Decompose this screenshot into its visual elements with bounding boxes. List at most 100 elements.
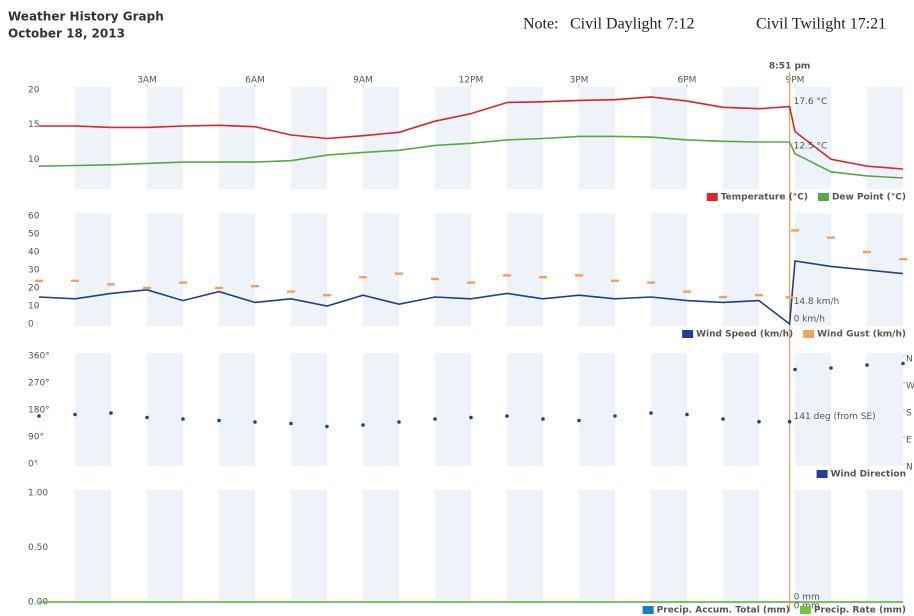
hour-band bbox=[219, 353, 255, 466]
legend-swatch bbox=[803, 330, 815, 338]
gust-dash bbox=[539, 276, 547, 279]
x-tick-label: 3AM bbox=[137, 76, 157, 86]
gust-dash bbox=[503, 274, 511, 277]
note-daylight: Civil Daylight 7:12 bbox=[570, 16, 694, 33]
hour-band bbox=[579, 213, 615, 326]
y2-tick-label: W bbox=[906, 382, 914, 392]
gust-dash bbox=[215, 286, 223, 290]
legend-label: Dew Point (°C) bbox=[832, 193, 906, 203]
point bbox=[787, 419, 792, 424]
value-label: 141 deg (from SE) bbox=[794, 412, 876, 422]
gust-dash bbox=[251, 285, 259, 288]
point bbox=[505, 414, 509, 418]
hour-band bbox=[867, 87, 903, 189]
hour-band bbox=[867, 213, 903, 326]
x-tick-label: 3PM bbox=[570, 76, 589, 86]
legend-label: Wind Gust (km/h) bbox=[817, 330, 906, 340]
legend-label: Wind Direction bbox=[831, 470, 906, 480]
hour-band bbox=[435, 353, 471, 466]
y-tick-label: 180° bbox=[28, 406, 50, 416]
hour-band bbox=[723, 353, 759, 466]
legend-label: Precip. Rate (mm) bbox=[814, 606, 906, 616]
point bbox=[901, 361, 905, 366]
hour-band bbox=[219, 490, 255, 604]
hour-band bbox=[219, 87, 255, 189]
x-tick-label: 6AM bbox=[245, 76, 265, 86]
value-label: 12.5 °C bbox=[794, 141, 828, 151]
y-tick-label: 40 bbox=[28, 248, 40, 258]
hour-band bbox=[363, 490, 399, 604]
point bbox=[793, 367, 797, 372]
series-line bbox=[39, 96, 904, 170]
y-tick-label: 20 bbox=[28, 284, 40, 294]
y-tick-label: 270° bbox=[28, 379, 50, 389]
gust-dash bbox=[719, 295, 727, 299]
hour-band bbox=[795, 353, 831, 466]
y-tick-label: 0° bbox=[28, 460, 38, 470]
background bbox=[75, 87, 903, 604]
point bbox=[145, 415, 149, 420]
point bbox=[73, 412, 77, 417]
point bbox=[685, 412, 689, 417]
legend-label: Wind Speed (km/h) bbox=[696, 330, 793, 340]
legend-swatch bbox=[817, 193, 829, 201]
y-tick-label: 10 bbox=[28, 155, 40, 165]
y-tick-label: 1.00 bbox=[28, 489, 48, 499]
gust-dash bbox=[785, 296, 794, 299]
hour-band bbox=[75, 87, 111, 189]
legend-swatch bbox=[799, 606, 811, 614]
hour-band bbox=[795, 87, 831, 189]
y-tick-label: 0 bbox=[28, 320, 34, 330]
gust-dash bbox=[431, 277, 439, 281]
gust-dash bbox=[827, 236, 835, 239]
point bbox=[829, 366, 833, 370]
y-tick-label: 360° bbox=[28, 352, 50, 362]
marker-label: 8:51 pm bbox=[769, 62, 810, 72]
legend-swatch bbox=[706, 193, 718, 201]
point bbox=[361, 423, 365, 427]
point bbox=[469, 415, 473, 420]
hour-band bbox=[507, 213, 543, 326]
y-tick-label: 0.00 bbox=[28, 598, 48, 608]
gust-dash bbox=[755, 294, 763, 297]
y-tick-label: 10 bbox=[28, 302, 40, 312]
point bbox=[325, 424, 329, 429]
y-tick-label: 0.50 bbox=[28, 543, 48, 553]
hour-band bbox=[867, 490, 903, 604]
hour-band bbox=[795, 213, 831, 326]
gust-dash bbox=[395, 272, 403, 275]
x-tick-label: 6PM bbox=[678, 76, 697, 86]
hour-band bbox=[147, 213, 183, 326]
hour-band bbox=[507, 490, 543, 604]
legend-swatch bbox=[642, 606, 654, 614]
hour-band bbox=[651, 490, 687, 604]
note-twilight: Civil Twilight 17:21 bbox=[756, 16, 886, 33]
value-label: 0 mm bbox=[794, 593, 820, 603]
gust-dash bbox=[863, 250, 871, 254]
gust-dash bbox=[467, 281, 475, 284]
hour-band bbox=[363, 87, 399, 189]
y2-tick-label: S bbox=[906, 409, 912, 419]
x-tick-label: 9AM bbox=[353, 76, 373, 86]
gust-dash bbox=[323, 294, 331, 297]
hour-band bbox=[75, 490, 111, 604]
hour-band bbox=[75, 213, 111, 326]
x-tick-label: 12PM bbox=[459, 76, 484, 86]
gust-dash bbox=[107, 283, 115, 286]
point bbox=[757, 419, 761, 424]
hour-band bbox=[723, 213, 759, 326]
series-line bbox=[38, 135, 904, 179]
value-label: 0 km/h bbox=[794, 315, 825, 325]
point bbox=[253, 420, 257, 424]
point bbox=[37, 414, 41, 418]
y-tick-label: 20 bbox=[28, 86, 40, 96]
hour-band bbox=[723, 490, 759, 604]
point bbox=[433, 417, 437, 421]
point bbox=[613, 414, 617, 418]
hour-band bbox=[147, 87, 183, 189]
gust-dash bbox=[359, 276, 367, 279]
gust-dash bbox=[35, 279, 43, 282]
hour-band bbox=[291, 213, 327, 326]
